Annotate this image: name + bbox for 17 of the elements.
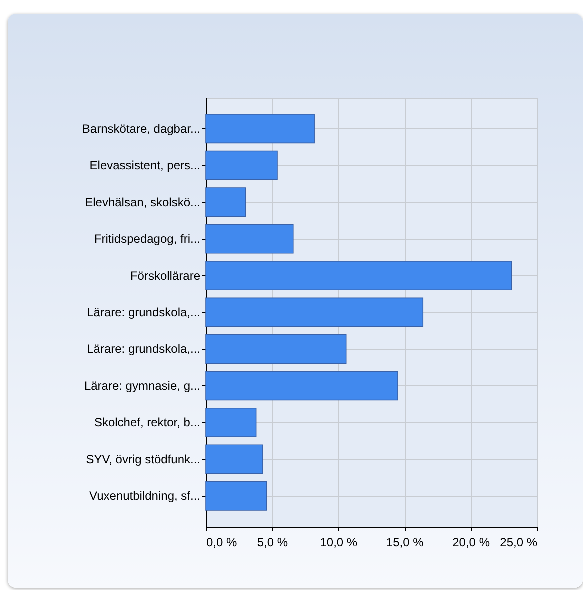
- y-tick-label: SYV, övrig stödfunk...: [86, 452, 200, 466]
- x-tick-label: 5,0 %: [257, 536, 288, 550]
- x-tick-label: 0,0 %: [206, 536, 238, 550]
- x-tick-label: 15,0 %: [386, 536, 424, 550]
- y-tick-label: Lärare: gymnasie, g...: [84, 378, 200, 393]
- y-tick-label: Fritidspedagog, fri...: [94, 232, 200, 246]
- y-tick-label: Elevassistent, pers...: [90, 158, 200, 173]
- x-tick-label: 25,0 %: [500, 536, 538, 550]
- x-tick-label: 10,0 %: [320, 536, 358, 550]
- y-tick-label: Förskollärare: [130, 268, 201, 283]
- y-tick-label: Barnskötare, dagbar...: [82, 122, 200, 136]
- y-tick-label: Lärare: grundskola,...: [87, 342, 200, 356]
- y-tick-label: Elevhälsan, skolskö...: [85, 195, 200, 210]
- x-tick-label: 20,0 %: [452, 536, 490, 550]
- y-tick-label: Lärare: grundskola,...: [87, 306, 200, 320]
- y-tick-label: Vuxenutbildning, sf...: [90, 489, 200, 504]
- y-tick-label: Skolchef, rektor, b...: [94, 416, 200, 430]
